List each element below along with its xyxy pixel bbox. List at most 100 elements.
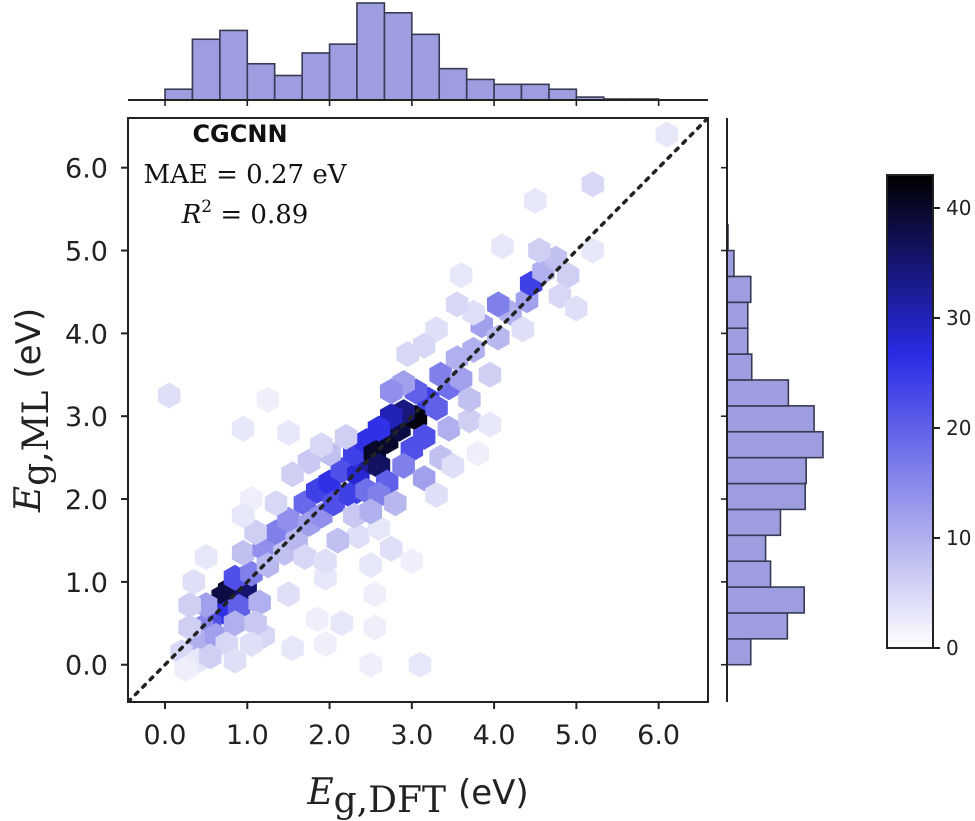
hexbin [223, 647, 247, 674]
top-histogram-bar [246, 62, 276, 101]
hexbin [231, 502, 255, 529]
hexbin [178, 592, 201, 619]
right-histogram-bar [726, 534, 767, 562]
hexbin [565, 295, 588, 322]
hexbin [487, 291, 510, 318]
top-histogram-bar [548, 88, 578, 101]
hexbin [528, 237, 551, 264]
x-tick-label: 2.0 [308, 720, 351, 751]
hexbin [437, 415, 461, 442]
y-tick-label: 3.0 [65, 402, 108, 433]
hexbin [293, 544, 317, 570]
hexbin [359, 498, 382, 525]
right-histogram-bar [726, 405, 815, 433]
right-histogram-bar [726, 249, 735, 278]
hexbin [556, 262, 580, 289]
hexbin [347, 523, 370, 550]
hexbin [277, 581, 300, 608]
hexbin [384, 490, 407, 517]
top-histogram-bar [273, 74, 303, 101]
hexbin [314, 564, 337, 591]
hexbin [330, 610, 354, 637]
colorbar-tick-label: 20 [946, 416, 971, 440]
colorbar-tick-label: 0 [946, 636, 959, 660]
hexbin [425, 394, 448, 421]
hexbin [449, 262, 473, 289]
r2-symbol: R [181, 200, 202, 230]
right-histogram-bar [726, 560, 772, 588]
hexbin [244, 519, 267, 546]
colorbar-tick-label: 10 [946, 526, 971, 550]
top-histogram-bar [328, 43, 358, 101]
y-axis-symbol: E [8, 486, 49, 513]
hexbin [458, 386, 481, 413]
r2-value: = 0.89 [212, 200, 308, 230]
right-histogram-ticks [721, 166, 727, 666]
right-histogram-bar [726, 612, 789, 640]
top-histogram-ticks [164, 100, 660, 106]
x-axis-unit: (eV) [458, 773, 529, 813]
hexbin [277, 419, 300, 446]
right-marginal-histogram [726, 223, 824, 666]
hexbin [581, 237, 605, 264]
hexbin [408, 651, 432, 678]
hexbin [445, 291, 469, 318]
hexbin [314, 548, 337, 575]
hexbin [367, 415, 391, 442]
hexbin [310, 432, 333, 459]
top-histogram-bar [438, 67, 468, 101]
right-histogram-bar [726, 353, 753, 381]
x-tick-label: 0.0 [144, 720, 187, 751]
x-axis-subscript: g,DFT [334, 780, 446, 821]
right-histogram-bar [726, 482, 806, 511]
right-histogram-bar [726, 275, 752, 304]
y-tick-label: 1.0 [65, 568, 108, 599]
hexbin [248, 589, 271, 616]
identity-line [128, 118, 708, 702]
hexbin [524, 187, 547, 214]
hexbin [281, 635, 304, 662]
y-axis-ticks: 0.0 1.0 2.0 3.0 4.0 5.0 6.0 [65, 154, 128, 682]
top-histogram-bar [411, 33, 441, 101]
hexbin [306, 606, 329, 633]
hexbin [396, 341, 419, 368]
hexbin [281, 461, 304, 488]
hexbin [223, 610, 247, 637]
y-axis-subscript: g,ML [16, 391, 57, 486]
top-histogram-bar [493, 83, 523, 101]
x-axis-symbol: E [306, 772, 333, 813]
colorbar [886, 174, 934, 649]
colorbar-ticks: 0 10 20 30 40 [933, 196, 971, 660]
hexbin [256, 386, 280, 413]
y-tick-label: 4.0 [65, 319, 108, 350]
top-histogram-bar [465, 78, 495, 101]
top-histogram-bar [164, 88, 194, 101]
right-histogram-bar [726, 430, 824, 459]
top-histogram-bar [301, 52, 331, 101]
hexbin [380, 378, 403, 405]
hexbin [231, 539, 255, 566]
hexbin [244, 610, 267, 637]
hexbin [466, 440, 489, 467]
hexbin [359, 552, 382, 579]
y-tick-label: 0.0 [65, 651, 108, 682]
r2-label: R2 = 0.89 [181, 197, 309, 230]
hexbin [264, 490, 288, 517]
hexbin [425, 481, 448, 508]
right-histogram-bar [726, 586, 805, 614]
right-histogram-bar [726, 456, 807, 485]
hexbin [157, 382, 181, 409]
hexbin [334, 423, 358, 450]
top-histogram-bar [219, 29, 249, 101]
top-histogram-bar [356, 2, 386, 101]
x-tick-label: 5.0 [555, 720, 598, 751]
hexbin-layer [157, 121, 679, 682]
top-histogram-bar [383, 11, 413, 101]
hexbin [581, 171, 605, 198]
model-name-label: CGCNN [192, 120, 287, 148]
hexbin [314, 631, 337, 657]
hexbin [174, 655, 197, 682]
hexbin [458, 407, 481, 434]
hexbin [487, 324, 510, 351]
x-tick-label: 1.0 [226, 720, 269, 751]
